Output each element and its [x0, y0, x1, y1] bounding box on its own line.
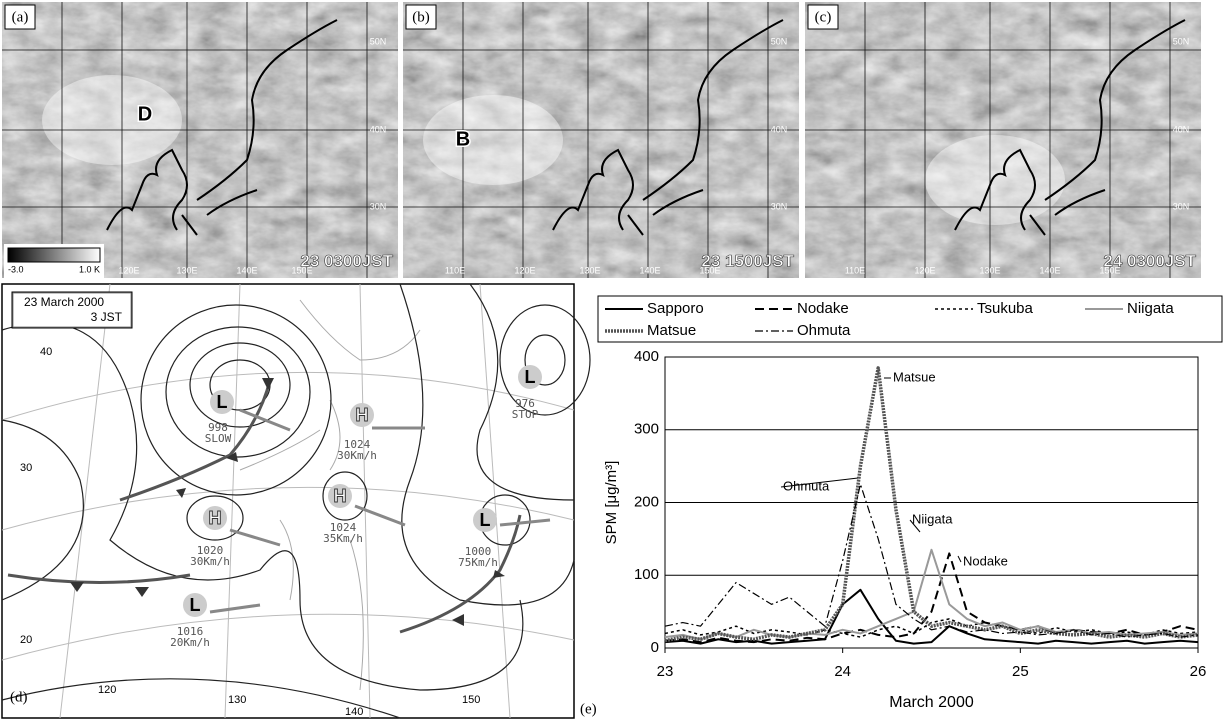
panel-label: (d)	[10, 689, 28, 705]
y-axis-title: SPM [μg/m³]	[603, 461, 620, 545]
lon-label: 150E	[291, 265, 312, 275]
lon-label: 110E	[845, 265, 865, 275]
lat-label: 50N	[1173, 36, 1190, 46]
y-tick-label: 400	[634, 348, 659, 365]
map-lon-label: 140	[345, 706, 363, 718]
feature-marker: B	[456, 128, 470, 150]
y-tick-label: 200	[634, 493, 659, 510]
legend-label: Niigata	[1127, 300, 1174, 317]
lon-label: 120E	[914, 265, 935, 275]
map-lon-label: 120	[98, 684, 116, 696]
x-tick-label: 26	[1190, 663, 1207, 680]
lon-label: 140E	[1039, 265, 1060, 275]
panel-label: (e)	[580, 701, 597, 717]
lat-label: 40N	[1173, 124, 1190, 134]
annotation: Ohmuta	[783, 478, 830, 493]
series-line	[665, 553, 1198, 642]
series-line	[665, 484, 1198, 637]
pressure-symbol: H	[209, 508, 222, 528]
x-axis-title: March 2000	[889, 694, 974, 711]
lon-label: 150E	[699, 265, 720, 275]
series-line	[665, 368, 1198, 641]
lat-label: 30N	[771, 201, 788, 211]
panel-label: (a)	[12, 9, 29, 25]
lon-label: 130E	[579, 265, 600, 275]
colorbar-min: -3.0	[8, 264, 24, 274]
figure: 23 March 20003 JST(d)L998SLOWH102430Km/h…	[0, 0, 1224, 721]
lat-label: 50N	[771, 36, 788, 46]
system-motion: STOP	[512, 408, 539, 421]
lon-label: 150E	[1099, 265, 1120, 275]
system-motion: 30Km/h	[190, 555, 230, 568]
annotation: Niigata	[912, 511, 953, 526]
map-lat-label: 20	[20, 634, 32, 646]
lon-label: 130E	[176, 265, 197, 275]
colorbar	[8, 248, 100, 262]
x-tick-label: 25	[1012, 663, 1029, 680]
system-motion: 20Km/h	[170, 636, 210, 649]
map-lat-label: 30	[20, 462, 32, 474]
x-tick-label: 23	[657, 663, 674, 680]
dust-area	[423, 95, 563, 185]
y-tick-label: 300	[634, 421, 659, 438]
system-motion: 35Km/h	[323, 532, 363, 545]
pressure-symbol: L	[525, 367, 536, 387]
lon-label: 130E	[979, 265, 1000, 275]
system-motion: SLOW	[205, 432, 232, 445]
lat-label: 30N	[370, 201, 387, 211]
lat-label: 40N	[370, 124, 387, 134]
panel-label: (b)	[412, 9, 430, 25]
legend-label: Matsue	[647, 322, 696, 339]
pressure-symbol: L	[480, 510, 491, 530]
legend-label: Tsukuba	[977, 300, 1034, 317]
y-tick-label: 0	[651, 639, 659, 656]
lat-label: 40N	[771, 124, 788, 134]
map-lon-label: 150	[462, 694, 480, 706]
time-label: 23 0300JST	[300, 251, 393, 270]
map-lon-label: 130	[228, 694, 246, 706]
feature-marker: D	[138, 103, 152, 125]
legend-label: Nodake	[797, 300, 849, 317]
lon-label: 140E	[639, 265, 660, 275]
lat-label: 50N	[370, 36, 387, 46]
system-motion: 30Km/h	[337, 449, 377, 462]
pressure-symbol: H	[356, 405, 369, 425]
legend-label: Ohmuta	[797, 322, 851, 339]
x-tick-label: 24	[834, 663, 851, 680]
map-lat-label: 40	[40, 346, 52, 358]
y-tick-label: 100	[634, 566, 659, 583]
lon-label: 110E	[445, 265, 465, 275]
map-date: 23 March 2000	[24, 295, 104, 309]
lon-label: 140E	[236, 265, 257, 275]
pressure-symbol: L	[190, 595, 201, 615]
satellite-panel: (b)B23 1500JST50N40N30N110E120E130E140E1…	[403, 2, 799, 278]
lon-label: 120E	[118, 265, 139, 275]
annotation: Nodake	[963, 553, 1008, 568]
dust-area	[42, 75, 182, 165]
pressure-symbol: H	[334, 486, 347, 506]
colorbar-max: 1.0 K	[79, 264, 100, 274]
map-time: 3 JST	[91, 310, 123, 324]
lat-label: 30N	[1173, 201, 1190, 211]
dust-area	[925, 135, 1065, 225]
pressure-symbol: L	[217, 392, 228, 412]
lon-label: 120E	[514, 265, 535, 275]
system-motion: 75Km/h	[458, 556, 498, 569]
annotation: Matsue	[893, 369, 936, 384]
annotation-leader	[958, 556, 961, 562]
panel-label: (c)	[815, 9, 832, 25]
satellite-panel: (a) D 23 0300JST 50N 40N 30N 120E 130E 140E 150E	[2, 2, 398, 278]
legend-label: Sapporo	[647, 300, 704, 317]
